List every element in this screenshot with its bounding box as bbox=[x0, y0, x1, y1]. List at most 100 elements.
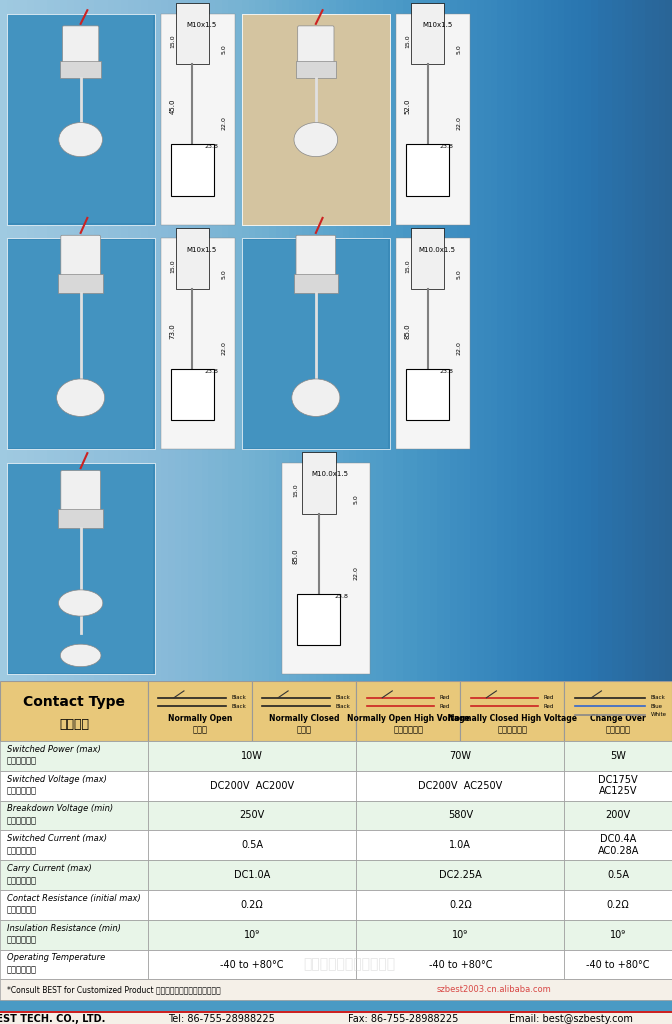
Text: -40 to +80°C: -40 to +80°C bbox=[587, 959, 650, 970]
Text: 23.8: 23.8 bbox=[439, 144, 454, 150]
Text: 22.0: 22.0 bbox=[222, 341, 226, 355]
Text: 最大开关功率: 最大开关功率 bbox=[7, 757, 37, 766]
Text: Contact Resistance (initial max): Contact Resistance (initial max) bbox=[7, 894, 140, 903]
Text: 52.0: 52.0 bbox=[405, 98, 411, 115]
Bar bbox=[411, 3, 444, 65]
FancyBboxPatch shape bbox=[294, 274, 338, 293]
Text: 工作温度范围: 工作温度范围 bbox=[7, 966, 37, 975]
Text: Normally Closed: Normally Closed bbox=[269, 714, 339, 723]
Text: Insulation Resistance (min): Insulation Resistance (min) bbox=[7, 924, 120, 933]
Text: 最大接触阵抗: 最大接触阵抗 bbox=[7, 906, 37, 914]
Bar bbox=[0, 830, 148, 860]
Text: 1.0A: 1.0A bbox=[450, 841, 471, 850]
Text: szbest2003.cn.alibaba.com: szbest2003.cn.alibaba.com bbox=[437, 985, 552, 994]
FancyBboxPatch shape bbox=[60, 61, 101, 78]
Text: 常闭型: 常闭型 bbox=[296, 726, 312, 734]
Text: DC0.4A
AC0.28A: DC0.4A AC0.28A bbox=[597, 835, 639, 856]
Bar bbox=[0, 801, 148, 830]
Bar bbox=[0, 890, 148, 920]
Text: 15.0: 15.0 bbox=[405, 34, 410, 48]
Bar bbox=[0, 1013, 672, 1024]
Text: 22.0: 22.0 bbox=[354, 566, 359, 580]
FancyBboxPatch shape bbox=[60, 471, 101, 514]
Text: M10x1.5: M10x1.5 bbox=[422, 23, 452, 28]
Bar bbox=[148, 890, 356, 920]
Bar bbox=[411, 227, 444, 289]
Bar bbox=[148, 830, 356, 860]
Bar bbox=[564, 890, 672, 920]
Bar bbox=[175, 227, 209, 289]
Bar bbox=[0, 1012, 672, 1013]
Bar bbox=[356, 681, 460, 741]
Text: Normally Closed High Voltage: Normally Closed High Voltage bbox=[448, 714, 577, 723]
FancyBboxPatch shape bbox=[296, 61, 336, 78]
Text: 85.0: 85.0 bbox=[405, 324, 411, 339]
Bar bbox=[356, 801, 564, 830]
FancyBboxPatch shape bbox=[58, 274, 103, 293]
Text: Contact Type: Contact Type bbox=[23, 695, 125, 709]
Text: White: White bbox=[650, 713, 667, 718]
Bar bbox=[148, 860, 356, 890]
Bar bbox=[564, 860, 672, 890]
Bar bbox=[148, 949, 356, 979]
Text: 15.0: 15.0 bbox=[170, 259, 175, 272]
Bar bbox=[356, 890, 564, 920]
Text: 最小绶缘阵抗: 最小绶缘阵抗 bbox=[7, 936, 37, 944]
Text: 22.0: 22.0 bbox=[222, 117, 226, 130]
Text: DC175V
AC125V: DC175V AC125V bbox=[599, 775, 638, 797]
FancyBboxPatch shape bbox=[58, 509, 103, 528]
Text: 22.0: 22.0 bbox=[457, 117, 462, 130]
Text: 单极双投型: 单极双投型 bbox=[605, 726, 631, 734]
FancyBboxPatch shape bbox=[161, 13, 235, 224]
Text: 73.0: 73.0 bbox=[169, 324, 175, 339]
Bar bbox=[148, 920, 356, 949]
Bar bbox=[356, 741, 564, 771]
Text: 45.0: 45.0 bbox=[169, 98, 175, 115]
Text: 250V: 250V bbox=[239, 811, 265, 820]
Text: 最小击穿电压: 最小击穿电压 bbox=[7, 816, 37, 825]
Text: 22.0: 22.0 bbox=[457, 341, 462, 355]
Bar bbox=[148, 681, 252, 741]
FancyBboxPatch shape bbox=[296, 236, 335, 280]
FancyBboxPatch shape bbox=[8, 465, 153, 673]
Text: Normally Open: Normally Open bbox=[168, 714, 232, 723]
Bar bbox=[564, 741, 672, 771]
FancyBboxPatch shape bbox=[60, 236, 101, 280]
Text: M10x1.5: M10x1.5 bbox=[187, 23, 217, 28]
Bar bbox=[171, 370, 214, 420]
Text: 深圳市信技科技有限公司: 深圳市信技科技有限公司 bbox=[303, 957, 396, 972]
Text: 10⁹: 10⁹ bbox=[610, 930, 626, 940]
Text: Blue: Blue bbox=[650, 703, 663, 709]
Bar bbox=[406, 144, 449, 196]
Text: 15.0: 15.0 bbox=[293, 483, 298, 498]
FancyBboxPatch shape bbox=[7, 463, 155, 674]
Text: 10W: 10W bbox=[241, 751, 263, 761]
Bar bbox=[356, 949, 564, 979]
Text: 70W: 70W bbox=[450, 751, 471, 761]
Text: 最大负载电流: 最大负载电流 bbox=[7, 876, 37, 885]
Text: *Consult BEST for Customized Product 以上电气参数可按客户要求定制: *Consult BEST for Customized Product 以上电… bbox=[7, 985, 220, 994]
Bar bbox=[175, 3, 209, 65]
Bar bbox=[356, 771, 564, 801]
Text: Tel: 86-755-28988225: Tel: 86-755-28988225 bbox=[168, 1014, 276, 1024]
Text: 23.8: 23.8 bbox=[204, 144, 218, 150]
Text: DC1.0A: DC1.0A bbox=[234, 870, 270, 880]
Bar bbox=[564, 771, 672, 801]
Text: Fax: 86-755-28988225: Fax: 86-755-28988225 bbox=[348, 1014, 458, 1024]
Text: Red: Red bbox=[439, 695, 450, 700]
Text: BEST TECH. CO., LTD.: BEST TECH. CO., LTD. bbox=[0, 1014, 106, 1024]
Text: 15.0: 15.0 bbox=[405, 259, 410, 272]
Text: Red: Red bbox=[544, 695, 554, 700]
Bar bbox=[564, 949, 672, 979]
Text: DC2.25A: DC2.25A bbox=[439, 870, 482, 880]
Text: -40 to +80°C: -40 to +80°C bbox=[220, 959, 284, 970]
Bar bbox=[298, 594, 341, 645]
Text: Normally Open High Voltage: Normally Open High Voltage bbox=[347, 714, 470, 723]
Text: 0.2Ω: 0.2Ω bbox=[607, 900, 630, 910]
FancyBboxPatch shape bbox=[242, 239, 390, 450]
Text: -40 to +80°C: -40 to +80°C bbox=[429, 959, 492, 970]
Text: Black: Black bbox=[335, 695, 350, 700]
Ellipse shape bbox=[294, 123, 337, 157]
Bar bbox=[171, 144, 214, 196]
Text: 23.8: 23.8 bbox=[439, 369, 454, 374]
